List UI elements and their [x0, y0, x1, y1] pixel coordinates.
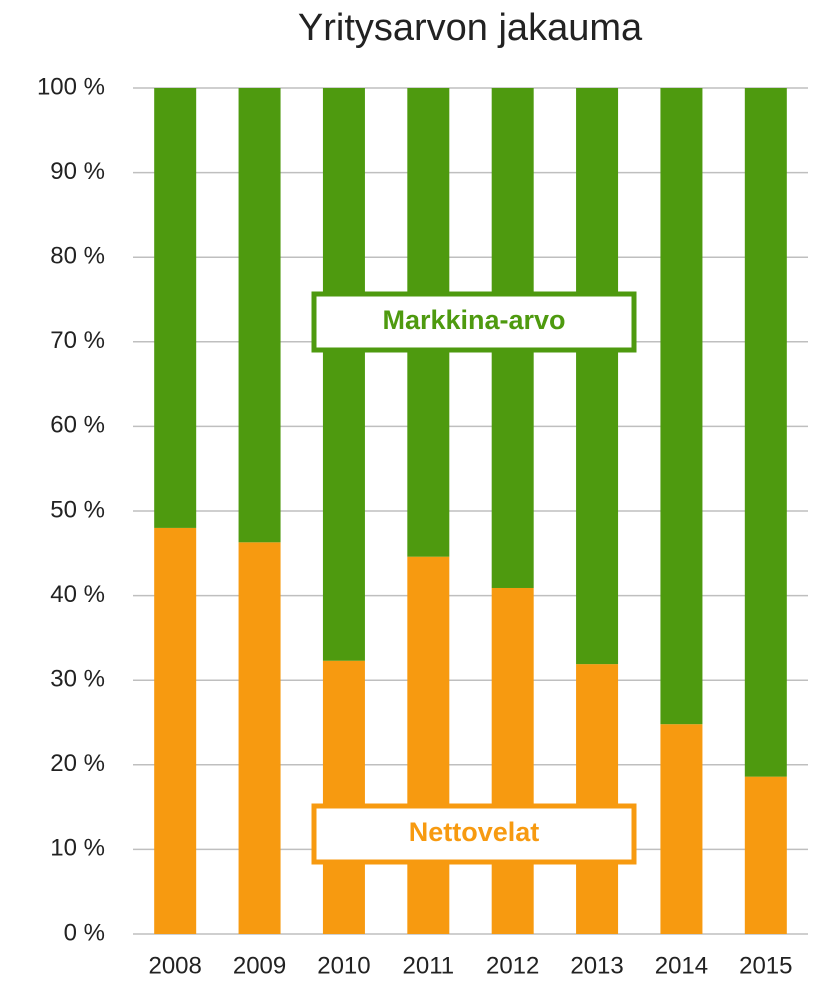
y-tick-label: 50 %: [50, 496, 105, 523]
y-tick-label: 30 %: [50, 666, 105, 693]
x-tick-label: 2012: [486, 952, 539, 979]
y-tick-label: 70 %: [50, 327, 105, 354]
x-tick-label: 2013: [570, 952, 623, 979]
legend-box: [311, 803, 637, 865]
x-tick-label: 2009: [233, 952, 286, 979]
bar-segment: [154, 88, 197, 528]
x-tick-label: 2014: [655, 952, 708, 979]
y-tick-label: 10 %: [50, 835, 105, 862]
bar-segment: [407, 556, 450, 934]
bar-segment: [660, 88, 703, 725]
x-tick-label: 2010: [317, 952, 370, 979]
bar-segment: [744, 776, 787, 934]
y-tick-label: 80 %: [50, 243, 105, 270]
legend-label: Nettovelat: [409, 817, 540, 847]
x-tick-label: 2015: [739, 952, 792, 979]
y-tick-label: 60 %: [50, 412, 105, 439]
x-tick-label: 2011: [403, 952, 455, 979]
y-tick-label: 100 %: [37, 73, 105, 100]
bar-segment: [660, 724, 703, 934]
legend-label: Markkina-arvo: [382, 305, 565, 335]
bar-segment: [576, 664, 619, 934]
x-tick-label: 2008: [148, 952, 201, 979]
y-tick-label: 0 %: [64, 919, 105, 946]
bar-segment: [744, 88, 787, 777]
y-tick-label: 20 %: [50, 750, 105, 777]
bar-segment: [238, 88, 281, 543]
bar-segment: [576, 88, 619, 665]
legend-box: [311, 291, 637, 353]
bar-segment: [154, 527, 197, 934]
bar-segment: [322, 660, 365, 934]
bar-segment: [491, 587, 534, 934]
bar-segment: [238, 542, 281, 934]
y-tick-label: 90 %: [50, 158, 105, 185]
y-tick-label: 40 %: [50, 581, 105, 608]
chart-title: Yritysarvon jakauma: [298, 7, 643, 49]
bar-segment: [322, 88, 365, 661]
